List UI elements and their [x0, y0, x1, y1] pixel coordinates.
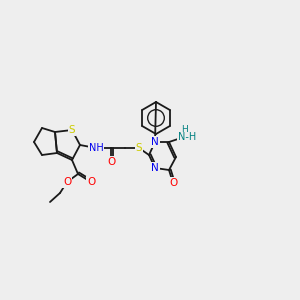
Text: O: O — [63, 177, 71, 187]
Text: H: H — [182, 125, 188, 134]
Text: N: N — [151, 137, 159, 147]
Text: NH: NH — [88, 143, 104, 153]
Text: N-H: N-H — [178, 132, 196, 142]
Text: S: S — [136, 143, 142, 153]
Text: O: O — [169, 178, 177, 188]
Text: O: O — [107, 157, 115, 167]
Text: N: N — [151, 163, 159, 173]
Text: S: S — [69, 125, 75, 135]
Text: O: O — [87, 177, 95, 187]
